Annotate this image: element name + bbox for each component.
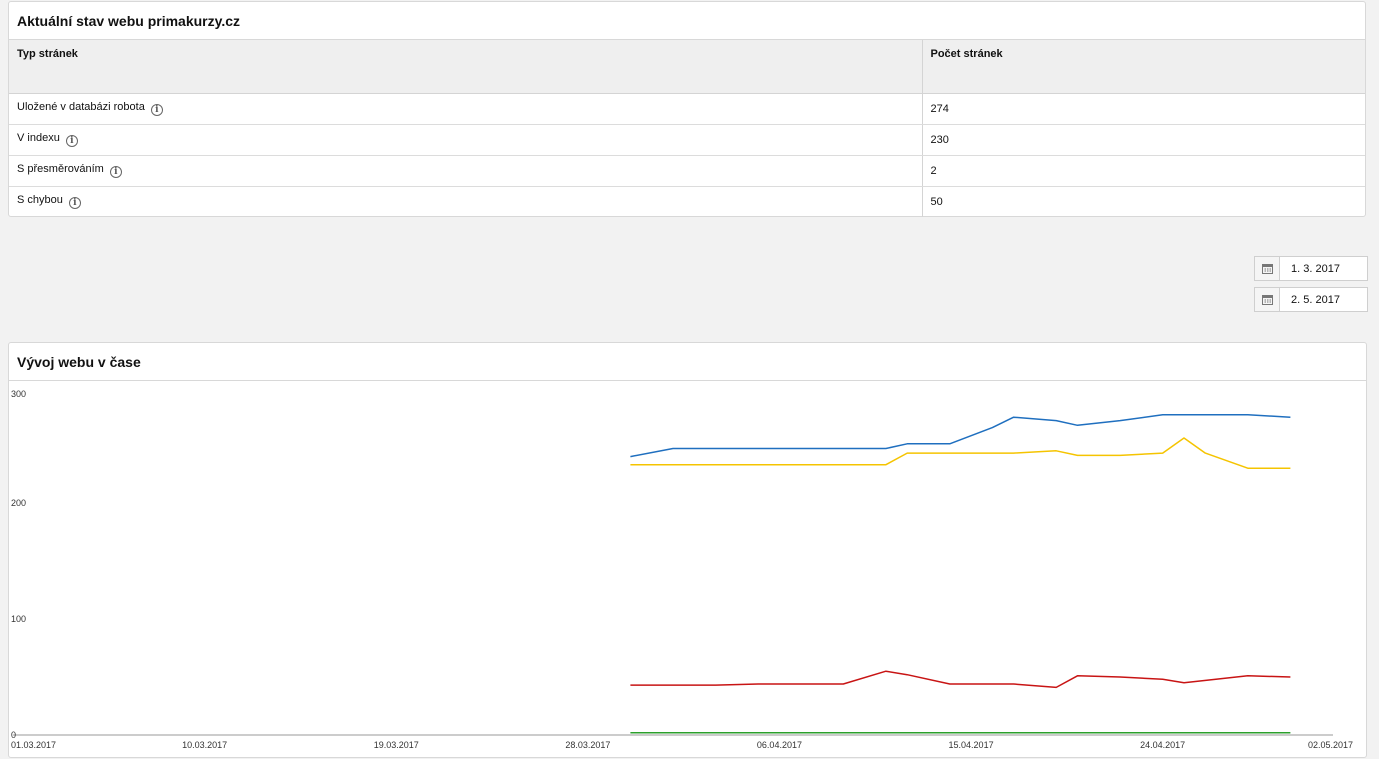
row-label-cell: V indexu i [9, 124, 922, 156]
table-row: Uložené v databázi robota i 274 [9, 93, 1365, 125]
series-line [630, 437, 1291, 469]
date-to-field[interactable]: 2. 5. 2017 [1254, 287, 1368, 312]
x-tick-label: 02.05.2017 [1308, 740, 1353, 750]
x-tick-label: 10.03.2017 [182, 740, 227, 750]
table-row: V indexu i 230 [9, 124, 1365, 156]
x-tick-label: 24.04.2017 [1140, 740, 1185, 750]
info-icon[interactable]: i [65, 135, 78, 147]
y-tick-label: 100 [11, 614, 26, 624]
row-value: 50 [921, 186, 1365, 217]
table-header-row: Typ stránek Počet stránek [9, 40, 1365, 94]
date-from-field[interactable]: 1. 3. 2017 [1254, 256, 1368, 281]
y-tick-label: 200 [11, 498, 26, 508]
column-header-type: Typ stránek [9, 40, 922, 94]
row-label: S přesměrováním [17, 163, 104, 175]
row-value: 230 [921, 124, 1365, 156]
info-icon[interactable]: i [109, 166, 122, 178]
x-tick-label: 01.03.2017 [11, 740, 56, 750]
table-row: S přesměrováním i 2 [9, 155, 1365, 187]
status-table: Typ stránek Počet stránek Uložené v data… [9, 40, 1365, 217]
series-line [630, 414, 1291, 458]
x-tick-label: 06.04.2017 [757, 740, 802, 750]
series-line [630, 670, 1291, 689]
date-from-input[interactable]: 1. 3. 2017 [1291, 262, 1340, 275]
row-label: S chybou [17, 194, 63, 207]
calendar-icon[interactable] [1255, 288, 1280, 311]
status-panel-title: Aktuální stav webu primakurzy.cz [9, 2, 1365, 40]
date-to-input[interactable]: 2. 5. 2017 [1291, 293, 1340, 306]
table-row: S chybou i 50 [9, 186, 1365, 217]
info-icon[interactable]: i [150, 104, 163, 116]
chart-panel-title: Vývoj webu v čase [9, 343, 1366, 381]
row-label: Uložené v databázi robota [17, 101, 145, 113]
row-label-cell: S chybou i [9, 186, 922, 217]
chart-panel: Vývoj webu v čase 0 100 200 300 01.03.2017 10… [8, 342, 1367, 758]
x-tick-label: 28.03.2017 [565, 740, 610, 750]
status-panel: Aktuální stav webu primakurzy.cz Typ str… [8, 1, 1366, 217]
x-tick-label: 15.04.2017 [949, 740, 994, 750]
info-icon[interactable]: i [68, 197, 81, 210]
row-value: 2 [921, 155, 1365, 187]
calendar-icon[interactable] [1255, 257, 1280, 280]
row-label-cell: Uložené v databázi robota i [9, 93, 922, 125]
column-header-count: Počet stránek [921, 40, 1365, 94]
y-tick-label: 0 [11, 730, 16, 740]
x-tick-label: 19.03.2017 [374, 740, 419, 750]
y-tick-label: 300 [11, 389, 26, 399]
row-label: V indexu [17, 132, 60, 144]
line-chart: 0 100 200 300 01.03.2017 10.03.2017 19.03.2017… [11, 389, 1353, 750]
row-value: 274 [921, 93, 1365, 125]
row-label-cell: S přesměrováním i [9, 155, 922, 187]
